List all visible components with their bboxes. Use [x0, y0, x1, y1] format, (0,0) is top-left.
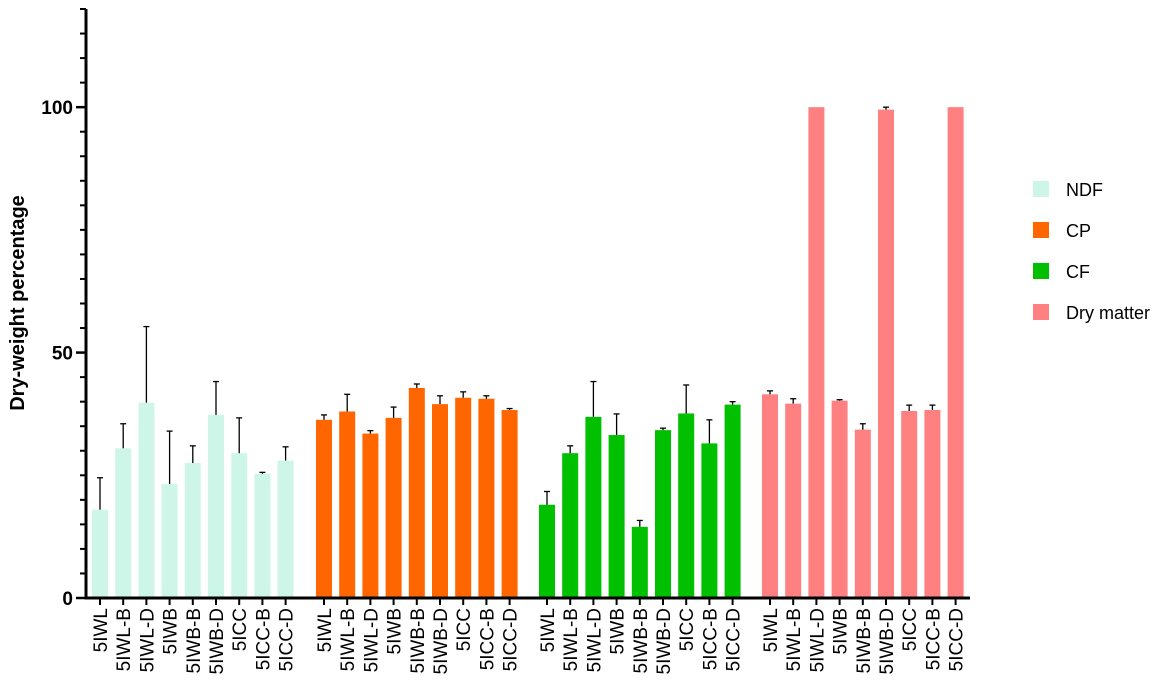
bar	[539, 504, 555, 598]
x-tick-label: 5IWB	[161, 608, 182, 654]
bar-group-dry-matter	[762, 106, 964, 599]
bar	[585, 416, 602, 598]
bar	[254, 473, 271, 598]
x-tick-label: 5ICC-B	[700, 608, 721, 670]
legend-swatch	[1033, 222, 1049, 238]
bar	[901, 410, 918, 598]
x-tick-label: 5IWL	[315, 608, 336, 652]
x-tick-label: 5IWB-D	[877, 608, 898, 675]
bar	[878, 109, 894, 598]
x-tick-label: 5IWB-D	[207, 608, 228, 675]
bar	[408, 387, 425, 598]
x-tick-label: 5IWL-D	[807, 608, 828, 672]
legend-swatch	[1033, 181, 1049, 197]
bar	[115, 448, 132, 598]
x-tick-label: 5ICC	[900, 608, 921, 651]
bar-groups	[92, 106, 964, 599]
x-tick-label: 5IWL	[761, 608, 782, 652]
x-tick-label: 5IWL-B	[784, 608, 805, 671]
x-tick-label: 5ICC-D	[724, 608, 745, 671]
bar	[432, 404, 448, 598]
y-axis-title: Dry-weight percentage	[7, 195, 29, 411]
x-tick-label: 5ICC-B	[477, 608, 498, 670]
bar	[231, 453, 248, 598]
legend-swatch	[1033, 304, 1049, 320]
bar	[831, 400, 848, 598]
bar	[785, 403, 802, 598]
bar	[501, 410, 518, 598]
y-tick-label: 0	[62, 589, 73, 610]
x-tick-label: 5IWB-D	[654, 608, 675, 675]
bar	[277, 460, 294, 598]
x-tick-label: 5IWB-B	[854, 608, 875, 673]
x-tick-label: 5IWL-B	[114, 608, 135, 671]
bar-group-cp	[316, 383, 518, 598]
y-tick-label: 100	[41, 98, 73, 119]
legend-label: NDF	[1066, 180, 1103, 200]
x-tick-label: 5ICC-B	[253, 608, 274, 670]
legend-label: CF	[1066, 262, 1090, 282]
bar	[385, 417, 402, 598]
bar	[762, 394, 778, 598]
x-tick-label: 5IWL	[538, 608, 559, 652]
bar	[631, 526, 648, 598]
x-tick-label: 5IWB-B	[408, 608, 429, 673]
x-tick-label: 5ICC-B	[923, 608, 944, 670]
x-axis: 5IWL 5IWL-B 5IWL-D 5IWB 5IWB-B 5IWB-D 5ICC 5ICC…	[84, 596, 970, 675]
bar	[316, 419, 332, 598]
legend-label: Dry matter	[1066, 303, 1150, 323]
bar	[138, 402, 155, 598]
x-tick-label: 5IWL-D	[361, 608, 382, 672]
x-tick-label: 5IWL-B	[561, 608, 582, 671]
x-tick-label: 5IWL-D	[137, 608, 158, 672]
x-tick-label: 5ICC-D	[947, 608, 968, 671]
x-tick-label: 5ICC-D	[501, 608, 522, 671]
legend: NDF CP CF Dry matter	[1033, 180, 1150, 323]
x-tick-label: 5IWB-D	[431, 608, 452, 675]
bar	[362, 433, 379, 598]
x-tick-label: 5ICC-D	[277, 608, 298, 671]
x-tick-label: 5IWB-B	[184, 608, 205, 673]
x-tick-label: 5IWB	[385, 608, 406, 654]
bar-group-cf	[539, 380, 741, 598]
bar	[608, 435, 625, 598]
bar	[854, 429, 871, 598]
legend-item: NDF	[1033, 180, 1103, 200]
x-tick-label: 5IWL-B	[338, 608, 359, 671]
legend-label: CP	[1066, 221, 1091, 241]
legend-item: CF	[1033, 262, 1090, 282]
x-tick-label: 5IWL-D	[584, 608, 605, 672]
legend-item: Dry matter	[1033, 303, 1150, 323]
bar	[161, 484, 178, 598]
x-tick-label: 5IWL	[91, 608, 112, 652]
bar	[208, 414, 224, 598]
y-axis: 0 50 100	[41, 8, 88, 610]
bar-group-ndf	[92, 325, 294, 598]
bar	[947, 107, 964, 599]
bar	[184, 463, 201, 598]
bar	[562, 453, 579, 598]
x-tick-label: 5IWB	[608, 608, 629, 654]
bar	[655, 430, 671, 598]
x-tick-label: 5ICC	[230, 608, 251, 651]
bar	[478, 398, 495, 598]
x-tick-label: 5IWB-B	[631, 608, 652, 673]
bar	[808, 107, 825, 599]
bar	[924, 410, 941, 598]
legend-swatch	[1033, 263, 1049, 279]
bar	[724, 404, 741, 598]
bar	[339, 411, 356, 598]
bar	[678, 413, 695, 598]
x-tick-label: 5ICC	[677, 608, 698, 651]
bar	[455, 397, 472, 598]
bar	[92, 509, 108, 598]
x-tick-label: 5IWB	[831, 608, 852, 654]
legend-item: CP	[1033, 221, 1091, 241]
x-tick-label: 5ICC	[454, 608, 475, 651]
bar	[701, 443, 718, 598]
y-tick-label: 50	[52, 344, 73, 365]
